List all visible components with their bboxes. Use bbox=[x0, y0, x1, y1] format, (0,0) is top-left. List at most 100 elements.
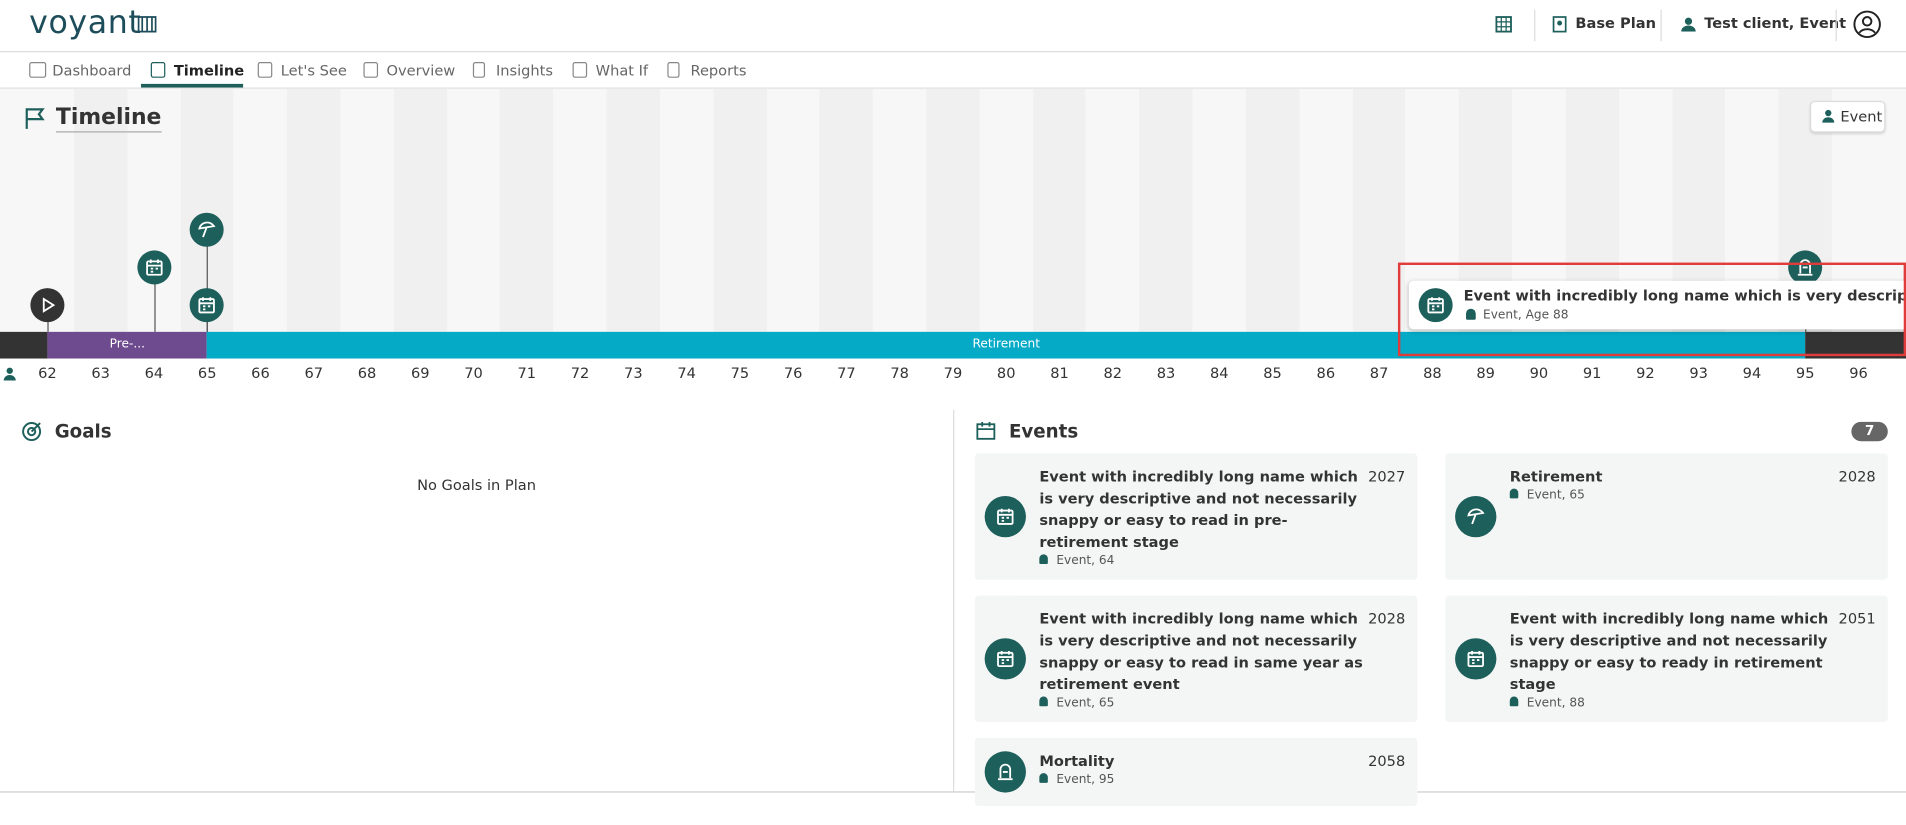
age-label: 82 bbox=[1103, 364, 1123, 382]
event-card[interactable]: 2027 Event with incredibly long name whic… bbox=[974, 453, 1418, 580]
year-column bbox=[1086, 88, 1140, 359]
event-icon bbox=[984, 638, 1026, 680]
event-title: Retirement bbox=[1509, 468, 1603, 486]
age-label: 93 bbox=[1689, 364, 1708, 382]
event-title: Event with incredibly long name which is… bbox=[1039, 610, 1363, 693]
nav-tab-icon bbox=[150, 61, 166, 78]
nav-tab[interactable]: Reports bbox=[690, 61, 747, 80]
tooltip-subtitle: Event, Age 88 bbox=[1483, 308, 1569, 323]
year-column bbox=[233, 88, 288, 359]
age-person-icon bbox=[3, 367, 16, 381]
separator bbox=[1835, 9, 1837, 42]
year-column bbox=[1139, 88, 1193, 359]
account-icon[interactable] bbox=[1853, 10, 1882, 39]
age-label: 70 bbox=[464, 364, 483, 382]
person-icon bbox=[1039, 773, 1048, 783]
divider bbox=[953, 409, 955, 792]
age-label: 86 bbox=[1316, 364, 1336, 382]
age-label: 62 bbox=[38, 364, 57, 382]
person-filter-label: Event bbox=[1840, 108, 1883, 126]
nav-tab[interactable]: Let's See bbox=[280, 61, 347, 80]
age-label: 72 bbox=[570, 364, 590, 382]
event-subtitle: Event, 65 bbox=[1526, 488, 1585, 503]
events-icon bbox=[976, 421, 996, 440]
nav-tab[interactable]: Dashboard bbox=[52, 61, 132, 80]
timeline-event-marker[interactable] bbox=[1788, 250, 1823, 285]
goals-icon bbox=[22, 422, 42, 442]
event-meta: Event, 88 bbox=[1509, 696, 1873, 710]
event-subtitle: Event, 95 bbox=[1056, 773, 1115, 787]
event-meta: Event, 64 bbox=[1039, 554, 1402, 568]
year-column bbox=[1245, 88, 1300, 359]
age-label: 90 bbox=[1529, 364, 1549, 382]
year-column bbox=[979, 88, 1033, 359]
age-label: 77 bbox=[837, 364, 856, 382]
event-icon bbox=[984, 751, 1026, 793]
event-card[interactable]: 2028 Retirement Event, 65 bbox=[1445, 453, 1888, 580]
age-label: 89 bbox=[1476, 364, 1495, 382]
age-label: 96 bbox=[1849, 364, 1868, 382]
year-column bbox=[713, 88, 767, 359]
person-icon bbox=[1509, 488, 1519, 499]
age-label: 76 bbox=[783, 364, 803, 382]
tooltip-title: Event with incredibly long name which is… bbox=[1463, 286, 1904, 304]
age-label: 63 bbox=[91, 364, 110, 382]
age-label: 83 bbox=[1156, 364, 1176, 382]
timeline-title: Timeline bbox=[55, 105, 162, 133]
year-column bbox=[873, 88, 927, 359]
year-column bbox=[1352, 88, 1406, 359]
logo[interactable]: voyant bbox=[29, 4, 142, 42]
event-icon bbox=[984, 495, 1026, 538]
grid-icon[interactable] bbox=[1495, 16, 1512, 33]
person-icon bbox=[1509, 696, 1519, 707]
event-icon bbox=[1455, 495, 1497, 538]
event-subtitle: Event, 64 bbox=[1056, 554, 1115, 568]
event-subtitle: Event, 65 bbox=[1056, 696, 1115, 710]
nav-tab[interactable]: Insights bbox=[495, 61, 554, 80]
year-column bbox=[1192, 88, 1246, 359]
age-label: 85 bbox=[1263, 364, 1282, 382]
person-filter-button[interactable]: Event bbox=[1810, 100, 1886, 133]
event-title: Mortality bbox=[1039, 752, 1115, 770]
goals-title: Goals bbox=[54, 420, 112, 443]
event-title: Event with incredibly long name which is… bbox=[1039, 468, 1358, 551]
event-meta: Event, 95 bbox=[1039, 773, 1402, 786]
event-year: 2058 bbox=[1368, 752, 1406, 770]
nav-tab[interactable]: Overview bbox=[386, 61, 456, 80]
client-button[interactable]: Test client, Event bbox=[1704, 14, 1847, 32]
event-card[interactable]: 2051 Event with incredibly long name whic… bbox=[1445, 595, 1888, 723]
events-count-badge: 7 bbox=[1851, 421, 1888, 442]
year-column bbox=[287, 88, 341, 359]
age-label: 92 bbox=[1636, 364, 1655, 382]
year-column bbox=[766, 88, 820, 359]
event-icon bbox=[1455, 638, 1497, 680]
tooltip-icon bbox=[1418, 288, 1453, 323]
age-label: 81 bbox=[1050, 364, 1069, 382]
events-title: Events bbox=[1008, 420, 1079, 443]
nav-tab[interactable]: Timeline bbox=[173, 61, 245, 80]
nav-tab-icon bbox=[257, 61, 273, 78]
timeline-event-marker[interactable] bbox=[136, 250, 171, 285]
year-column bbox=[446, 88, 501, 359]
plan-button[interactable]: Base Plan bbox=[1575, 14, 1656, 32]
age-label: 91 bbox=[1582, 364, 1602, 382]
age-label: 80 bbox=[996, 364, 1016, 382]
event-card[interactable]: 2028 Event with incredibly long name whic… bbox=[974, 595, 1418, 723]
year-column bbox=[659, 88, 714, 359]
year-column bbox=[393, 88, 447, 359]
timeline-event-marker[interactable] bbox=[190, 212, 225, 247]
timeline-event-marker[interactable] bbox=[190, 288, 225, 323]
goals-empty-message: No Goals in Plan bbox=[417, 476, 536, 494]
event-title: Event with incredibly long name which is… bbox=[1509, 610, 1829, 693]
age-label: 67 bbox=[304, 364, 324, 382]
age-label: 79 bbox=[943, 364, 963, 382]
timeline-event-marker[interactable] bbox=[30, 288, 65, 323]
year-column bbox=[1299, 88, 1353, 359]
age-label: 88 bbox=[1423, 364, 1442, 382]
event-card[interactable]: 2058 Mortality Event, 95 bbox=[974, 737, 1418, 806]
nav-tab[interactable]: What If bbox=[595, 61, 649, 80]
stage-bar: Pre-... bbox=[47, 331, 208, 359]
event-year: 2028 bbox=[1838, 468, 1876, 486]
timeline-area: Pre-... Retirement Event with incredibly l… bbox=[0, 88, 1906, 359]
